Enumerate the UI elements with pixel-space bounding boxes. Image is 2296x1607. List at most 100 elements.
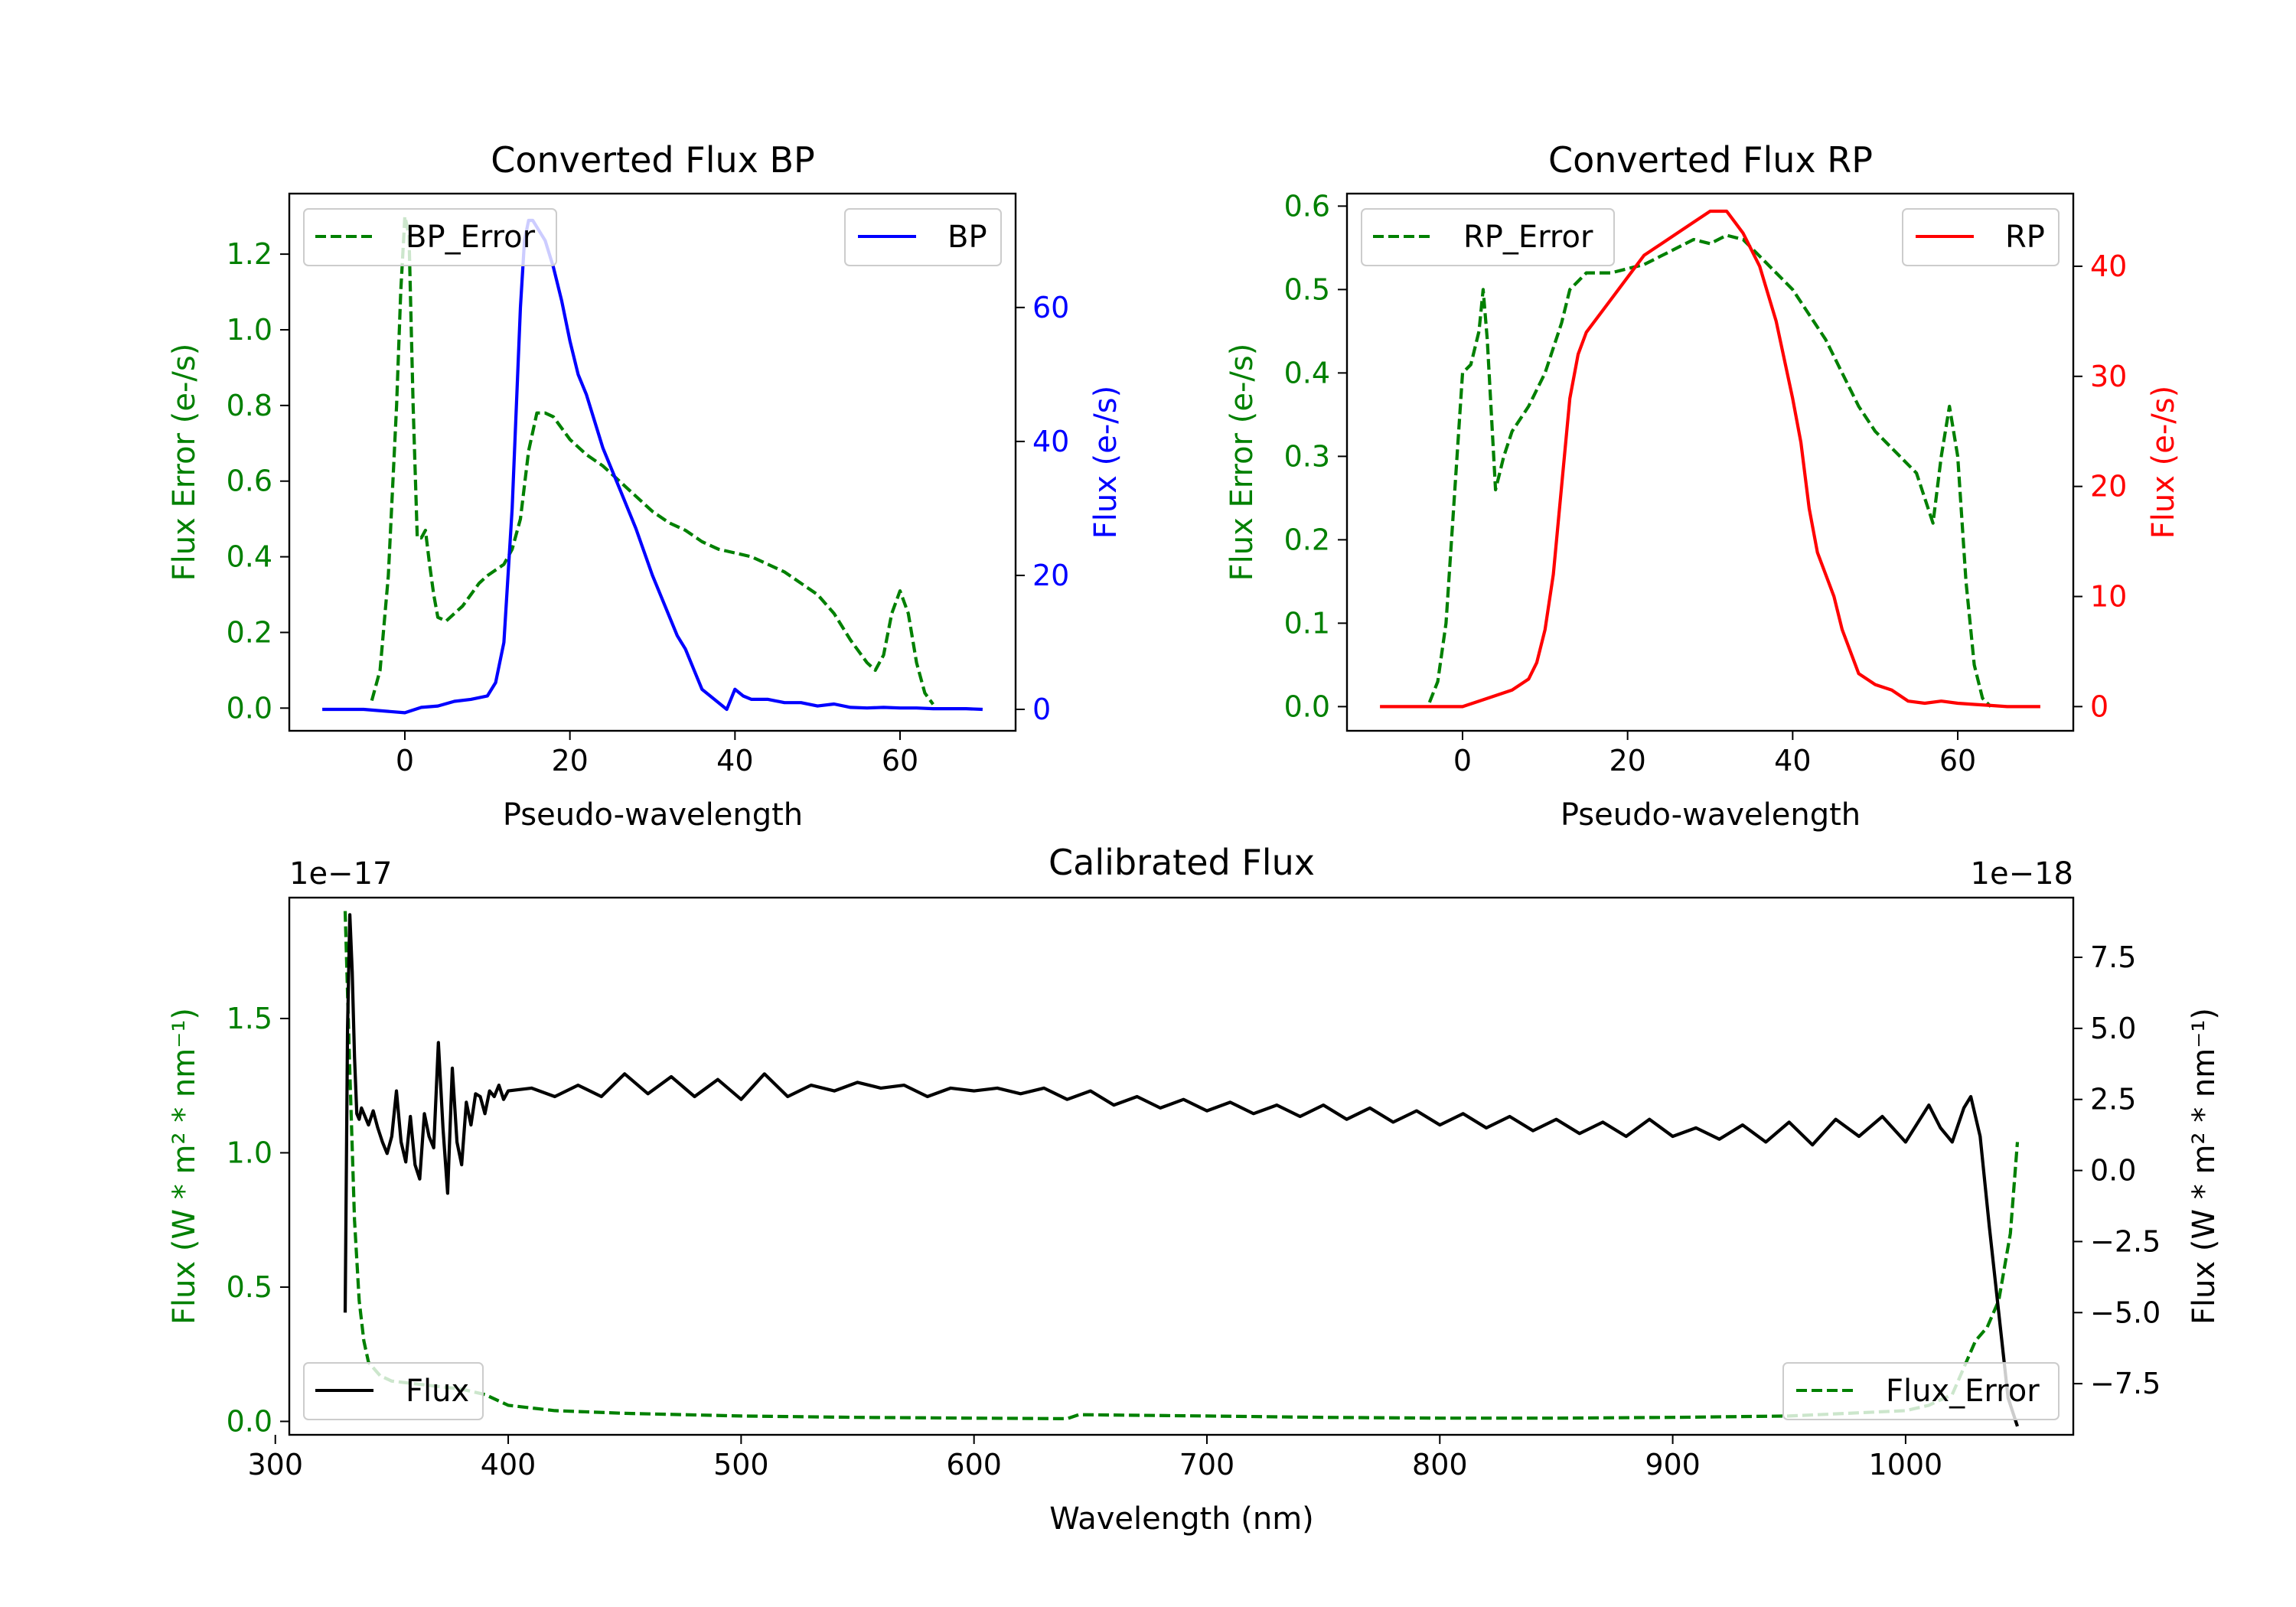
bp-plot-frame xyxy=(288,192,1017,732)
y-tick-label-right: −5.0 xyxy=(2090,1296,2161,1329)
bp-ylabel-right: Flux (e-/s) xyxy=(1088,386,1124,539)
bp-legend-right-label: BP xyxy=(947,220,987,255)
y-tick-label-right: 2.5 xyxy=(2090,1083,2136,1116)
x-tick-label: 60 xyxy=(1939,744,1976,777)
y-tick-label-left: 0.6 xyxy=(1284,189,1330,223)
y-tick-label-right: 20 xyxy=(2090,470,2127,504)
rp-legend-right-box xyxy=(1902,208,2060,266)
rp-legend-right-label: RP xyxy=(2005,220,2045,255)
y-tick-label-right: 30 xyxy=(2090,360,2127,393)
y-tick-label-left: 0.3 xyxy=(1284,439,1330,473)
y-tick-label-left: 1.0 xyxy=(227,313,272,347)
y-tick-label-right: 7.5 xyxy=(2090,940,2136,974)
cal-legend-left-box xyxy=(303,1362,484,1420)
rp-series-layer xyxy=(1380,209,2040,709)
cal-offset-left: 1e−17 xyxy=(289,856,392,892)
y-tick-label-left: 0.5 xyxy=(1284,272,1330,306)
cal-offset-right: 1e−18 xyxy=(1971,856,2073,892)
y-tick-label-left: 0.2 xyxy=(1284,523,1330,556)
x-tick-label: 500 xyxy=(713,1448,769,1482)
bp-title: Converted Flux BP xyxy=(491,139,815,181)
x-tick-label: 20 xyxy=(551,744,588,777)
cal-legend-left-label: Flux xyxy=(406,1374,469,1409)
y-tick-label-right: 5.0 xyxy=(2090,1012,2136,1045)
bp-legend-right: BP xyxy=(844,208,1002,266)
y-tick-label-left: 0.8 xyxy=(227,389,272,422)
rp-plot-frame xyxy=(1345,192,2075,732)
x-tick-label: 900 xyxy=(1645,1448,1701,1482)
cal-ticks-layer: 300 400 500 600 700 800 900 1000 0.0 0.5 1.0 1.5 −7.… xyxy=(227,940,2161,1482)
series-line-rp xyxy=(1380,209,2040,709)
y-tick-label-right: 0 xyxy=(2090,689,2108,723)
panel-calibrated-flux: Calibrated Flux 1e−17 1e−18 300 400 500 600… xyxy=(167,842,2222,1537)
y-tick-label-left: 0.0 xyxy=(1284,689,1330,723)
x-tick-label: 600 xyxy=(946,1448,1002,1482)
bp-legend-left: BP_Error xyxy=(303,208,557,266)
cal-plot-frame xyxy=(288,896,2075,1436)
bp-series-layer xyxy=(322,214,983,715)
rp-ylabel-right: Flux (e-/s) xyxy=(2146,386,2181,539)
cal-xlabel: Wavelength (nm) xyxy=(1049,1501,1314,1537)
y-tick-label-right: 40 xyxy=(1032,425,1069,458)
x-tick-label: 700 xyxy=(1179,1448,1235,1482)
y-tick-label-left: 0.6 xyxy=(227,464,272,498)
y-tick-label-right: −7.5 xyxy=(2090,1367,2161,1400)
cal-legend-right: Flux_Error xyxy=(1782,1362,2060,1420)
series-line-rp-error xyxy=(1427,233,1992,708)
bp-legend-left-box xyxy=(303,208,557,266)
rp-legend-right: RP xyxy=(1902,208,2060,266)
rp-legend-left: RP_Error xyxy=(1361,208,1615,266)
rp-legend-left-box xyxy=(1361,208,1615,266)
y-tick-label-left: 0.0 xyxy=(227,1404,272,1438)
series-line-bp-error xyxy=(370,214,934,706)
rp-xlabel: Pseudo-wavelength xyxy=(1561,797,1861,833)
x-tick-label: 60 xyxy=(882,744,918,777)
y-tick-label-right: 10 xyxy=(2090,580,2127,614)
x-tick-label: 40 xyxy=(716,744,753,777)
bp-ticks-layer: 0 20 40 60 0.0 0.2 0.4 0.6 0.8 1.0 1.2 0 20 40 60 xyxy=(227,237,1070,777)
y-tick-label-left: 0.0 xyxy=(227,691,272,725)
rp-title: Converted Flux RP xyxy=(1548,139,1873,181)
y-tick-label-left: 1.2 xyxy=(227,237,272,271)
rp-ylabel-left: Flux Error (e-/s) xyxy=(1225,344,1260,582)
panel-converted-flux-rp: Converted Flux RP 0 20 40 60 0.0 0.1 0.2 0.3 0.4… xyxy=(1225,139,2181,833)
x-tick-label: 800 xyxy=(1412,1448,1468,1482)
cal-title: Calibrated Flux xyxy=(1049,842,1315,883)
cal-legend-right-label: Flux_Error xyxy=(1886,1374,2040,1409)
x-tick-label: 40 xyxy=(1774,744,1811,777)
series-line-bp xyxy=(322,218,983,715)
y-tick-label-left: 0.4 xyxy=(1284,356,1330,390)
cal-ylabel-right: Flux (W * m² * nm⁻¹) xyxy=(2187,1008,2222,1325)
x-tick-label: 0 xyxy=(1453,744,1472,777)
y-tick-label-right: 20 xyxy=(1032,559,1069,592)
bp-legend-right-box xyxy=(844,208,1002,266)
y-tick-label-left: 0.5 xyxy=(227,1270,272,1304)
y-tick-label-left: 0.1 xyxy=(1284,606,1330,640)
cal-legend-left: Flux xyxy=(303,1362,484,1420)
cal-ylabel-left: Flux (W * m² * nm⁻¹) xyxy=(167,1008,202,1325)
y-tick-label-left: 0.2 xyxy=(227,615,272,649)
series-line-flux xyxy=(343,913,2019,1427)
y-tick-label-left: 1.5 xyxy=(227,1002,272,1035)
x-tick-label: 1000 xyxy=(1869,1448,1943,1482)
y-tick-label-right: −2.5 xyxy=(2090,1224,2161,1258)
panel-converted-flux-bp: Converted Flux BP 0 20 40 60 0.0 0.2 0.4 0.6 0.8… xyxy=(167,139,1124,833)
y-tick-label-right: 60 xyxy=(1032,291,1069,324)
rp-legend-left-label: RP_Error xyxy=(1463,220,1593,255)
bp-xlabel: Pseudo-wavelength xyxy=(503,797,803,833)
bp-legend-left-label: BP_Error xyxy=(406,220,536,255)
cal-legend-right-box xyxy=(1782,1362,2060,1420)
x-tick-label: 400 xyxy=(481,1448,536,1482)
y-tick-label-left: 0.4 xyxy=(227,540,272,574)
y-tick-label-right: 0.0 xyxy=(2090,1154,2136,1188)
y-tick-label-left: 1.0 xyxy=(227,1136,272,1169)
y-tick-label-right: 0 xyxy=(1032,693,1051,726)
bp-ylabel-left: Flux Error (e-/s) xyxy=(167,344,202,582)
x-tick-label: 20 xyxy=(1609,744,1645,777)
y-tick-label-right: 40 xyxy=(2090,249,2127,283)
x-tick-label: 300 xyxy=(247,1448,303,1482)
rp-ticks-layer: 0 20 40 60 0.0 0.1 0.2 0.3 0.4 0.5 0.6 0 10 20 30 40 xyxy=(1284,189,2128,777)
x-tick-label: 0 xyxy=(396,744,414,777)
